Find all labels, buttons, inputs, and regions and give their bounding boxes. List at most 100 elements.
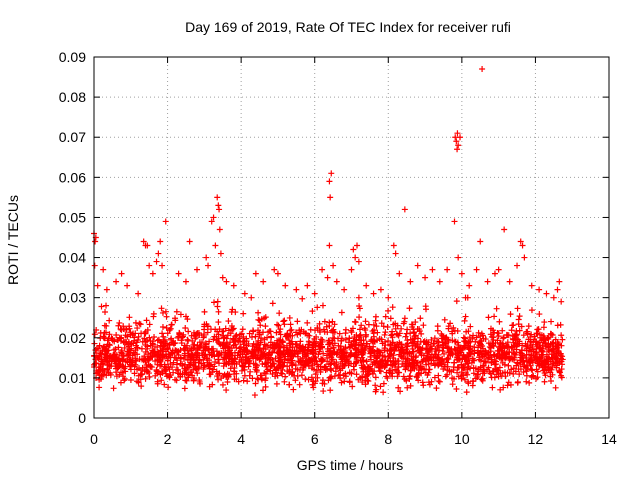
data-point: [522, 364, 529, 371]
data-point: [317, 328, 324, 335]
data-point: [473, 334, 480, 341]
data-point: [151, 333, 158, 340]
data-point: [271, 266, 278, 273]
data-point: [500, 384, 507, 391]
data-point: [138, 383, 145, 390]
data-point: [404, 384, 411, 391]
data-point: [381, 364, 388, 371]
data-point: [382, 360, 389, 367]
data-point: [454, 369, 461, 376]
data-point: [491, 270, 498, 277]
data-point: [94, 354, 101, 361]
data-point: [234, 352, 241, 359]
data-point: [490, 337, 497, 344]
data-point: [118, 369, 125, 376]
data-point: [445, 323, 452, 330]
data-point: [396, 270, 403, 277]
data-point: [553, 349, 560, 356]
data-point: [216, 226, 223, 233]
data-point: [167, 325, 174, 332]
data-point: [392, 325, 399, 332]
data-point: [533, 341, 540, 348]
data-point: [377, 383, 384, 390]
data-point: [439, 332, 446, 339]
data-point: [473, 266, 480, 273]
data-point: [161, 353, 168, 360]
data-point: [293, 329, 300, 336]
data-point: [172, 317, 179, 324]
data-point: [355, 258, 362, 265]
data-point: [373, 337, 380, 344]
data-point: [154, 337, 161, 344]
data-point: [115, 344, 122, 351]
data-point: [200, 347, 207, 354]
data-point: [159, 330, 166, 337]
data-point: [507, 355, 514, 362]
data-point: [201, 308, 208, 315]
data-point: [258, 372, 265, 379]
data-point: [381, 331, 388, 338]
data-point: [294, 373, 301, 380]
data-point: [210, 347, 217, 354]
data-point: [354, 242, 361, 249]
data-point: [281, 356, 288, 363]
data-point: [268, 334, 275, 341]
data-point: [281, 378, 288, 385]
data-point: [316, 320, 323, 327]
data-point: [282, 282, 289, 289]
x-tick-label: 0: [90, 431, 98, 447]
data-point: [294, 350, 301, 357]
data-point: [265, 329, 272, 336]
data-point: [548, 378, 555, 385]
data-point: [216, 206, 223, 213]
data-point: [162, 308, 169, 315]
data-point: [559, 356, 566, 363]
data-point: [526, 379, 533, 386]
data-point: [500, 335, 507, 342]
data-point: [368, 336, 375, 343]
data-point: [272, 355, 279, 362]
data-point: [464, 340, 471, 347]
data-point: [305, 363, 312, 370]
data-point: [163, 324, 170, 331]
data-point: [430, 357, 437, 364]
data-point: [545, 364, 552, 371]
data-point: [518, 350, 525, 357]
data-point: [188, 359, 195, 366]
data-point: [169, 347, 176, 354]
data-point: [310, 377, 317, 384]
data-point: [92, 347, 99, 354]
data-point: [167, 361, 174, 368]
data-point: [299, 295, 306, 302]
data-point: [94, 282, 101, 289]
data-point: [351, 353, 358, 360]
data-point: [516, 327, 523, 334]
data-point: [540, 367, 547, 374]
data-point: [453, 298, 460, 305]
data-point: [477, 238, 484, 245]
data-point: [372, 388, 379, 395]
data-point: [300, 346, 307, 353]
data-point: [482, 349, 489, 356]
data-point: [477, 347, 484, 354]
data-point: [314, 325, 321, 332]
data-point: [210, 214, 217, 221]
data-point: [402, 366, 409, 373]
data-point: [327, 375, 334, 382]
axis-ticks: [93, 56, 610, 419]
data-point: [346, 378, 353, 385]
data-point: [363, 331, 370, 338]
data-point: [264, 366, 271, 373]
data-point: [508, 327, 515, 334]
data-point: [131, 334, 138, 341]
x-tick-labels: 0 2 4 6 8 10 12 14: [90, 431, 617, 447]
data-point: [418, 330, 425, 337]
data-point: [461, 344, 468, 351]
data-point: [126, 314, 133, 321]
data-point: [490, 351, 497, 358]
data-point: [429, 266, 436, 273]
data-point: [197, 342, 204, 349]
data-point: [440, 333, 447, 340]
data-point: [161, 336, 168, 343]
data-point: [364, 370, 371, 377]
